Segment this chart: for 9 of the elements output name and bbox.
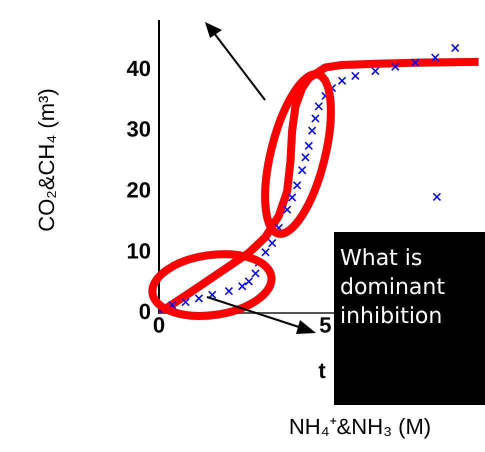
- y-tick-label: 30: [126, 116, 151, 142]
- y-axis-title: CO₂&CH₄ (m³): [34, 88, 60, 232]
- text: NH₄⁺&NH₃ (M): [288, 414, 432, 440]
- x-axis-title: t: [318, 358, 326, 384]
- x-tick-label: 5: [319, 312, 332, 338]
- y-tick-label: 10: [126, 238, 151, 264]
- label-box: What is dominant inhibition: [334, 232, 485, 405]
- y-tick-label: 40: [126, 56, 151, 81]
- y-tick-label: 20: [126, 177, 151, 202]
